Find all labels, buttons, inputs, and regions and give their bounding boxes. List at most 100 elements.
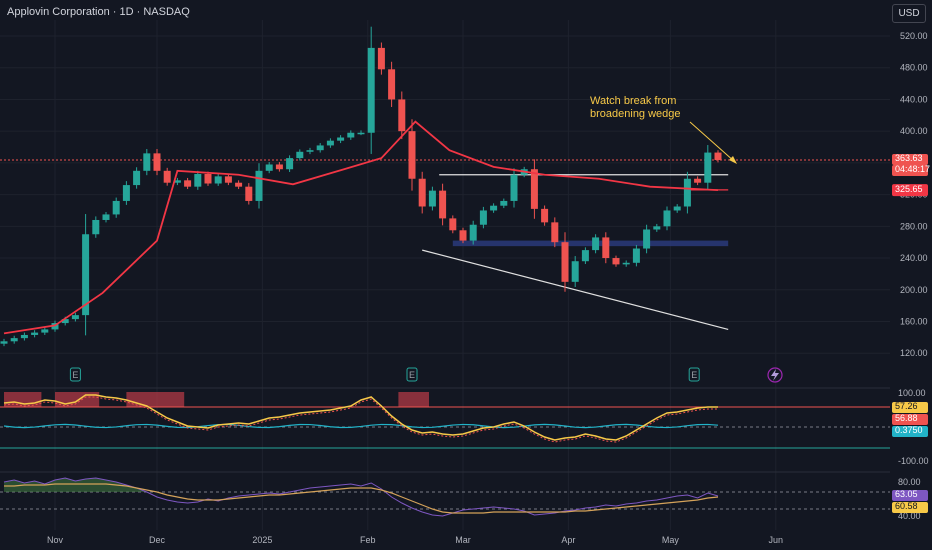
candle-body: [377, 47, 385, 70]
price-tick: 240.00: [900, 253, 928, 263]
svg-text:E: E: [72, 370, 78, 380]
time-tick: Mar: [455, 535, 471, 545]
candle-body: [235, 182, 243, 187]
candle-body: [20, 334, 28, 339]
candle-body: [224, 176, 232, 183]
earnings-marker[interactable]: E: [406, 367, 418, 382]
candle-body: [184, 180, 192, 187]
candle-body: [571, 261, 579, 282]
candle-body: [275, 164, 283, 170]
time-tick: Nov: [47, 535, 64, 545]
candle-body: [71, 315, 79, 320]
price-axis[interactable]: 520.00480.00440.00400.00360.00320.00280.…: [898, 31, 929, 521]
candle-body: [418, 178, 426, 207]
currency-button[interactable]: USD: [892, 4, 926, 23]
indicator2-area: [4, 478, 178, 492]
svg-text:57.26: 57.26: [895, 401, 918, 411]
svg-text:363.63: 363.63: [895, 153, 923, 163]
indicator1-histogram-line: [3, 423, 719, 429]
candle-body: [704, 152, 712, 183]
candle-body: [112, 200, 120, 215]
wedge-trendline[interactable]: [422, 249, 729, 330]
annotation-line-1[interactable]: Watch break from: [590, 95, 676, 107]
time-tick: Jun: [769, 535, 784, 545]
indicator1-value-badge: 57.26: [892, 401, 928, 413]
candle-body: [500, 200, 508, 206]
annotation-arrow: [689, 121, 736, 163]
time-tick: May: [662, 535, 680, 545]
candle-body: [255, 170, 263, 201]
candle-body: [510, 174, 518, 201]
svg-text:63.05: 63.05: [895, 489, 918, 499]
candle-body: [714, 152, 722, 161]
candle-body: [439, 190, 447, 219]
price-tick: 400.00: [900, 126, 928, 136]
svg-text:E: E: [691, 370, 697, 380]
grid-lines: [0, 20, 890, 530]
candle-body: [133, 170, 141, 186]
last-price-badge: 363.63: [892, 153, 928, 166]
candle-body: [561, 242, 569, 282]
indicator2-line: [3, 477, 719, 517]
time-tick: Feb: [360, 535, 376, 545]
candle-body: [337, 137, 345, 141]
candle-body: [82, 234, 90, 316]
candle-body: [10, 338, 18, 342]
indicator2-value-badge: 63.05: [892, 489, 928, 501]
indicator-tick: 80.00: [898, 477, 921, 487]
svg-text:325.65: 325.65: [895, 184, 923, 194]
price-tick: 440.00: [900, 94, 928, 104]
candle-body: [347, 132, 355, 138]
time-tick: 2025: [252, 535, 272, 545]
candle-body: [102, 214, 110, 220]
indicator1-signal-line: [3, 394, 718, 441]
svg-text:E: E: [409, 370, 415, 380]
candle-body: [592, 237, 600, 251]
time-axis[interactable]: Nov Dec 2025 Feb Mar Apr May Jun: [47, 535, 783, 545]
indicator-tick: 100.00: [898, 388, 926, 398]
candle-body: [643, 229, 651, 249]
candle-body: [479, 210, 487, 225]
indicator-tick: 40.00: [898, 511, 921, 521]
earnings-marker[interactable]: E: [688, 367, 700, 382]
candle-body: [632, 248, 640, 263]
candle-body: [449, 218, 457, 231]
annotation-line-2[interactable]: broadening wedge: [590, 108, 681, 120]
candle-body: [31, 332, 39, 335]
indicator1-value-badge: 56.88: [892, 413, 928, 425]
candle-body: [326, 140, 334, 146]
candle-body: [296, 151, 304, 159]
candle-body: [143, 153, 151, 171]
candle-body: [469, 224, 477, 241]
price-tick: 200.00: [900, 285, 928, 295]
candle-body: [286, 158, 294, 170]
chart-title: Applovin Corporation · 1D · NASDAQ: [7, 6, 190, 18]
candle-body: [316, 145, 324, 151]
candle-body: [204, 173, 212, 184]
candle-body: [173, 180, 181, 183]
svg-text:04:48:17: 04:48:17: [895, 164, 930, 174]
earnings-marker[interactable]: E: [69, 367, 81, 382]
overbought-bar: [398, 392, 429, 407]
flash-icon[interactable]: [767, 367, 783, 383]
candle-body: [153, 153, 161, 171]
svg-text:60.58: 60.58: [895, 501, 918, 511]
candle-body: [581, 250, 589, 262]
candle-body: [673, 206, 681, 211]
annotation-arrowhead: [729, 156, 737, 164]
candle-body: [388, 69, 396, 100]
candle-body: [357, 132, 365, 135]
candle-body: [663, 210, 671, 227]
support-band: [452, 240, 729, 247]
candle-body: [0, 341, 8, 344]
candle-body: [163, 170, 171, 183]
svg-text:0.3750: 0.3750: [895, 425, 923, 435]
indicator1-dotted-line: [3, 396, 718, 443]
candle-body: [398, 99, 406, 132]
candles: [0, 26, 722, 347]
countdown-badge: 04:48:17: [892, 164, 930, 177]
candle-body: [490, 205, 498, 211]
